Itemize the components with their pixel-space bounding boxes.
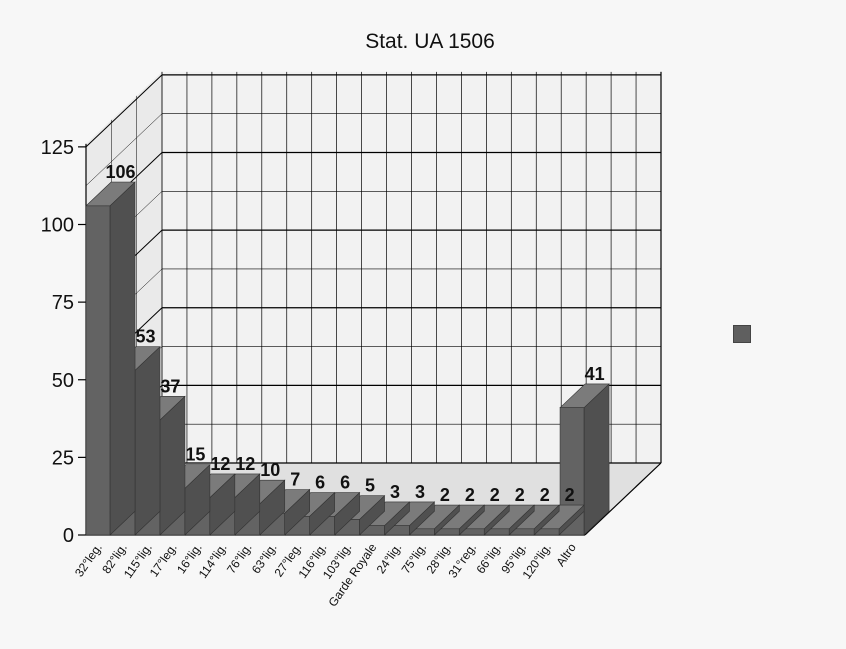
- x-tick-label: 24°lig.: [374, 541, 405, 576]
- grid-line: [85, 74, 163, 148]
- data-label: 6: [315, 473, 325, 493]
- data-label: 12: [210, 454, 230, 474]
- legend-marker: [733, 325, 751, 343]
- data-label: 41: [585, 364, 605, 384]
- bar-side: [134, 345, 161, 536]
- x-tick-label: 76°lig.: [224, 541, 255, 576]
- data-label: 2: [565, 485, 575, 505]
- y-tick-label: 125: [41, 137, 74, 159]
- bar: [85, 205, 111, 536]
- data-label: 10: [260, 460, 280, 480]
- bar-side: [583, 383, 610, 536]
- floor-edge: [584, 462, 662, 536]
- data-label: 2: [440, 485, 450, 505]
- bar-side: [109, 181, 136, 536]
- data-label: 15: [185, 445, 205, 465]
- data-label: 2: [540, 485, 550, 505]
- y-tick-label: 0: [63, 525, 74, 547]
- data-label: 3: [390, 482, 400, 502]
- x-tick-label: 32°leg.: [72, 541, 105, 580]
- data-label: 2: [515, 485, 525, 505]
- y-tick-label: 100: [41, 215, 74, 237]
- x-tick-label: 17°leg.: [147, 541, 180, 580]
- y-tick-label: 25: [52, 447, 74, 469]
- data-label: 3: [415, 482, 425, 502]
- grid-line: [85, 113, 163, 186]
- data-label: 6: [340, 473, 350, 493]
- data-label: 2: [490, 485, 500, 505]
- data-label: 7: [290, 470, 300, 490]
- data-label: 12: [235, 454, 255, 474]
- x-tick-label: 66°lig.: [473, 541, 504, 576]
- x-tick-label: 75°lig.: [399, 541, 430, 576]
- bar-side: [159, 395, 186, 536]
- bar: [559, 407, 585, 536]
- data-label: 53: [135, 327, 155, 347]
- data-label: 106: [106, 162, 136, 182]
- x-tick-label: Altro: [553, 540, 579, 569]
- data-label: 37: [160, 376, 180, 396]
- data-label: 2: [465, 485, 475, 505]
- y-tick-label: 75: [52, 292, 74, 314]
- data-label: 5: [365, 476, 375, 496]
- y-tick-label: 50: [52, 370, 74, 392]
- chart-title: Stat. UA 1506: [365, 30, 495, 53]
